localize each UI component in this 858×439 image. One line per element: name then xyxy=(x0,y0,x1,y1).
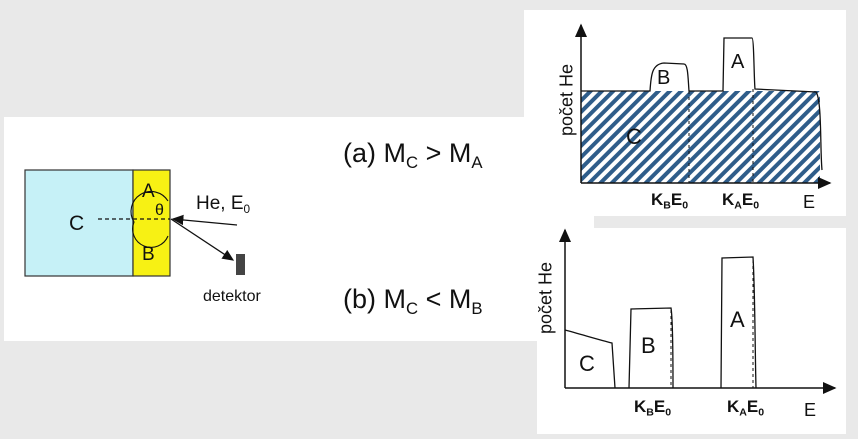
bottom-ka-tick-label: KAE0 xyxy=(727,397,764,419)
case-b-prefix: (b) M xyxy=(343,284,406,314)
bottom-kb-esub: 0 xyxy=(665,406,672,419)
case-b-sub1: C xyxy=(406,298,419,318)
top-substrate-hatch xyxy=(581,91,820,183)
beam-main-text: He, E xyxy=(196,193,244,214)
case-b-equation: (b) MC < MB xyxy=(343,284,483,319)
beam-label: He, E0 xyxy=(196,193,250,216)
bottom-kb-tick-label: KBE0 xyxy=(634,397,671,419)
bottom-kb-k: K xyxy=(634,397,647,416)
top-kb-esub: 0 xyxy=(682,199,689,212)
bottom-peak-a-label: A xyxy=(730,307,745,332)
top-kb-sub: B xyxy=(663,199,671,212)
incident-beam-arrow xyxy=(171,214,238,226)
case-a-equation: (a) MC > MA xyxy=(343,138,483,173)
case-b-op: < M xyxy=(418,284,472,314)
top-peak-c-label: C xyxy=(626,124,642,149)
bottom-peak-b-label: B xyxy=(641,333,656,358)
top-kb-e: E xyxy=(670,190,683,209)
case-a-sub1: C xyxy=(406,152,419,172)
top-ka-tick-label: KAE0 xyxy=(722,190,759,212)
top-peak-b-label: B xyxy=(657,67,671,89)
region-c-label: C xyxy=(69,212,85,235)
bottom-x-axis-label: E xyxy=(804,400,817,420)
bottom-kb-sub: B xyxy=(646,406,654,419)
beam-sub-text: 0 xyxy=(243,203,251,217)
layer-a-label: A xyxy=(142,181,155,202)
top-spectrum-curve xyxy=(581,37,823,171)
angle-label: θ xyxy=(155,202,164,219)
angle-arc xyxy=(130,191,169,248)
layer-ab-box xyxy=(132,169,171,277)
bottom-spectrum-curve xyxy=(564,256,757,389)
bottom-y-axis-label: počet He xyxy=(535,261,556,335)
case-b-sub2: B xyxy=(471,298,483,318)
case-a-op: > M xyxy=(418,138,472,168)
bottom-kb-e: E xyxy=(653,397,666,416)
bottom-ka-k: K xyxy=(727,397,740,416)
detector-icon xyxy=(236,254,245,275)
top-kb-k: K xyxy=(651,190,664,209)
bottom-ka-esub: 0 xyxy=(758,406,765,419)
top-kb-tick-label: KBE0 xyxy=(651,190,688,212)
bottom-ka-e: E xyxy=(746,397,759,416)
bottom-peak-c-label: C xyxy=(579,351,595,376)
top-ka-k: K xyxy=(722,190,735,209)
bottom-graph-panel xyxy=(537,228,846,434)
case-a-prefix: (a) M xyxy=(343,138,406,168)
top-ka-e: E xyxy=(741,190,754,209)
top-x-axis-label: E xyxy=(803,192,816,212)
detector-label: detektor xyxy=(203,288,261,305)
top-ka-esub: 0 xyxy=(753,199,760,212)
layer-b-label: B xyxy=(142,244,155,265)
bottom-ka-sub: A xyxy=(739,406,747,419)
top-peak-a-label: A xyxy=(731,51,745,73)
top-ka-sub: A xyxy=(734,199,742,212)
case-a-sub2: A xyxy=(471,152,483,172)
scattered-beam-arrow xyxy=(170,218,235,261)
